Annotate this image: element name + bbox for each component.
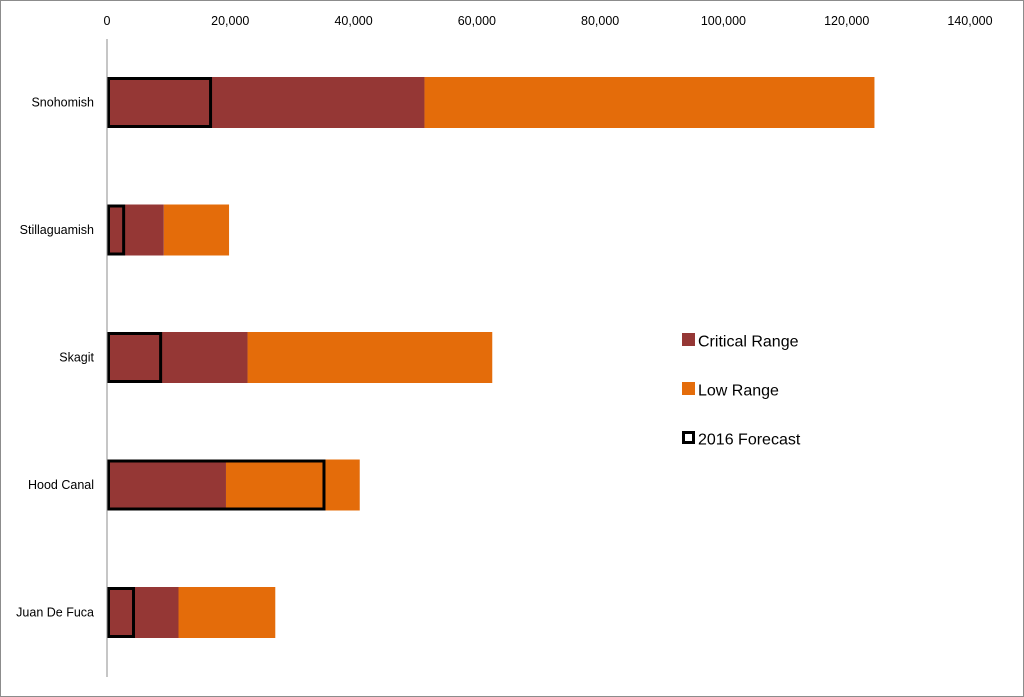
critical-range-bar [107, 459, 226, 511]
forecast-outline-bar [107, 459, 326, 511]
x-tick-label: 140,000 [947, 14, 992, 28]
low-range-bar [163, 204, 230, 256]
x-tick-label: 20,000 [211, 14, 249, 28]
forecast-outline-bar [107, 587, 136, 638]
legend-swatch [682, 382, 695, 395]
legend-label: Critical Range [698, 334, 799, 351]
legend-swatch [682, 431, 695, 444]
critical-range-bar [107, 204, 164, 256]
legend-label: Low Range [698, 383, 779, 400]
x-tick-label: 120,000 [824, 14, 869, 28]
forecast-outline-bar [107, 332, 163, 383]
x-tick-label: 0 [104, 14, 111, 28]
x-tick-label: 40,000 [334, 14, 372, 28]
low-range-bar [424, 77, 875, 128]
y-category-label: Hood Canal [28, 478, 94, 492]
critical-range-bar [107, 77, 425, 128]
y-category-label: Juan De Fuca [16, 606, 94, 620]
critical-range-bar [107, 587, 179, 638]
x-tick-label: 80,000 [581, 14, 619, 28]
legend-label: 2016 Forecast [698, 432, 801, 449]
legend: Critical Range Low Range 2016 Forecast [682, 333, 801, 449]
y-category-label: Snohomish [31, 96, 94, 110]
forecast-outline-bar [107, 77, 213, 128]
y-axis-labels: Snohomish Stillaguamish Skagit Hood Canal Ju… [16, 96, 94, 620]
bars [107, 77, 875, 638]
y-category-label: Skagit [59, 351, 94, 365]
low-range-bar [247, 332, 493, 383]
x-axis-ticks: 0 20,000 40,000 60,000 80,000 100,000 120,000 1… [104, 14, 993, 28]
low-range-bar [225, 459, 360, 511]
y-category-label: Stillaguamish [20, 223, 94, 237]
x-tick-label: 60,000 [458, 14, 496, 28]
critical-range-bar [107, 332, 248, 383]
forecast-outline-bar [107, 204, 126, 256]
low-range-bar [178, 587, 276, 638]
x-tick-label: 100,000 [701, 14, 746, 28]
legend-swatch [682, 333, 695, 346]
